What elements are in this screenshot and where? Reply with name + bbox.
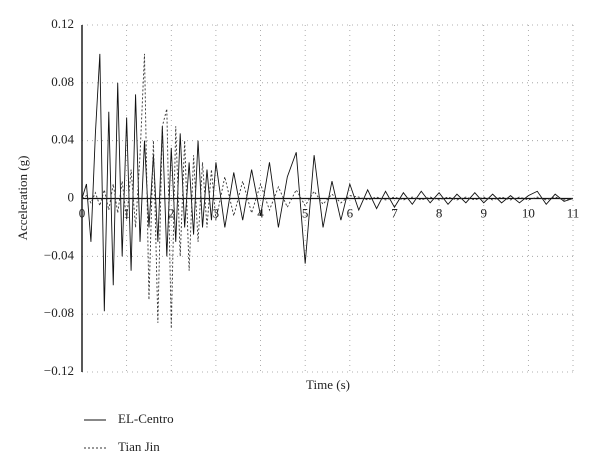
series-line xyxy=(81,53,574,329)
y-tick-label: 0.12 xyxy=(51,16,74,31)
x-tick-label: 5 xyxy=(302,205,309,220)
x-tick-label: 7 xyxy=(391,205,398,220)
y-tick-label: −0.12 xyxy=(44,363,74,378)
x-tick-label: 8 xyxy=(436,205,443,220)
y-tick-label: 0.04 xyxy=(51,132,74,147)
x-tick-label: 10 xyxy=(522,205,535,220)
x-tick-label: 2 xyxy=(168,205,175,220)
legend-label: EL-Centro xyxy=(118,411,174,426)
x-tick-label: 3 xyxy=(213,205,220,220)
x-tick-label: 6 xyxy=(347,205,354,220)
x-tick-label: 9 xyxy=(480,205,487,220)
legend-label: Tian Jin xyxy=(118,439,160,454)
x-tick-label: 11 xyxy=(567,205,580,220)
y-tick-label: 0.08 xyxy=(51,74,74,89)
y-tick-label: −0.04 xyxy=(44,247,75,262)
y-tick-label: −0.08 xyxy=(44,305,74,320)
series-line xyxy=(81,53,574,312)
y-axis-label: Acceleration (g) xyxy=(15,156,30,241)
x-tick-label: 1 xyxy=(123,205,130,220)
x-axis-label: Time (s) xyxy=(306,377,350,392)
y-tick-label: 0 xyxy=(68,189,75,204)
